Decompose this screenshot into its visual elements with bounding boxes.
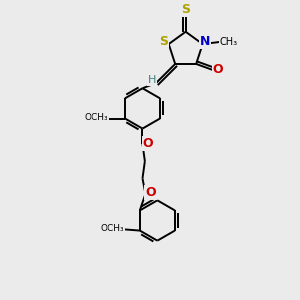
Text: S: S [181, 3, 190, 16]
Text: S: S [159, 34, 168, 48]
Text: H: H [148, 75, 157, 85]
Text: OCH₃: OCH₃ [85, 113, 108, 122]
Text: N: N [200, 34, 210, 48]
Text: OCH₃: OCH₃ [101, 224, 124, 233]
Text: O: O [146, 186, 156, 199]
Text: O: O [212, 63, 223, 76]
Text: O: O [142, 137, 153, 151]
Text: CH₃: CH₃ [219, 37, 238, 47]
